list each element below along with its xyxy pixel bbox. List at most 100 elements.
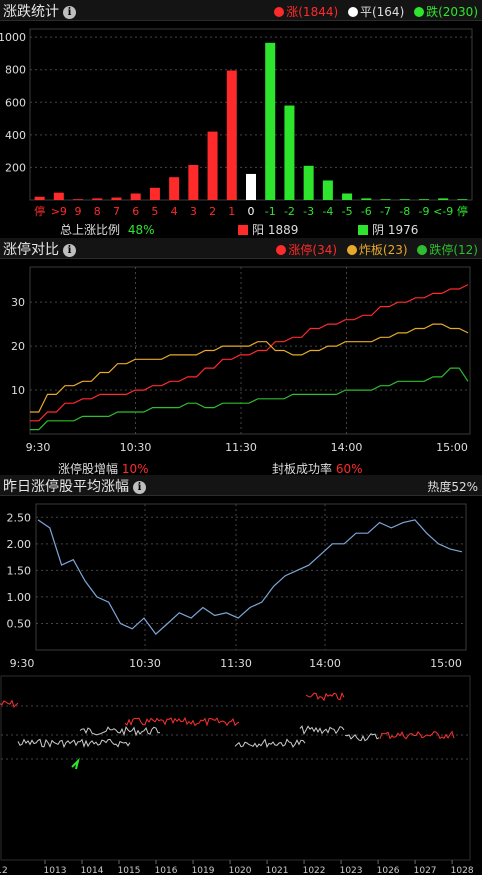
bar — [188, 164, 199, 200]
spark-segment — [0, 699, 19, 709]
bar — [207, 131, 218, 200]
x-tick-label: 10:30 — [120, 441, 152, 454]
x-tick-label: -2 — [284, 205, 295, 218]
date-tick-label: 1020 — [229, 866, 252, 875]
x-tick-label: 14:00 — [309, 657, 341, 670]
panel-title: 涨跌统计 — [3, 4, 59, 20]
series-line-zt — [30, 284, 469, 422]
bar — [34, 196, 45, 200]
date-tick-label: 1019 — [192, 866, 215, 875]
x-tick-label: 9:30 — [10, 657, 35, 670]
x-tick-label: >9 — [51, 205, 67, 218]
spark-segment — [124, 716, 240, 727]
x-tick-label: <-9 — [433, 205, 453, 218]
x-tick-label: -8 — [399, 205, 410, 218]
plot-frame — [35, 503, 467, 651]
bar — [92, 198, 103, 200]
limitup-line-chart: 10 20 30 9:30 10:30 11:30 14:00 15:00 — [11, 266, 471, 454]
y-tick-label: 1.50 — [7, 564, 32, 577]
bar — [73, 199, 84, 200]
date-tick-label: 1026 — [377, 866, 400, 875]
bar — [284, 105, 295, 200]
spark-segment — [17, 738, 131, 749]
bar — [111, 197, 122, 200]
x-tick-label: 15:00 — [436, 441, 468, 454]
series-line-avg — [37, 519, 463, 635]
yang-label: 阳 1889 — [252, 223, 299, 237]
y-tick-label: 20 — [11, 340, 25, 353]
y-tick-label: 1000 — [0, 31, 26, 44]
yin-square — [358, 225, 368, 235]
stat-seal-rate: 封板成功率 60% — [272, 460, 363, 477]
x-tick-label: 5 — [151, 205, 158, 218]
x-tick-label: -3 — [303, 205, 314, 218]
y-tick-label: 30 — [11, 296, 25, 309]
ratio-row: 总上涨比例 48% — [60, 221, 155, 238]
multi-day-sparkline: 12 1013 1014 1015 1016 1019 1020 1021 1022 1023 10… — [0, 675, 474, 875]
x-tick-label: 14:00 — [331, 441, 363, 454]
date-tick-label: 1028 — [451, 866, 474, 875]
ratio-value: 48% — [127, 223, 155, 237]
spark-segment — [79, 725, 161, 737]
y-tick-label: 200 — [5, 161, 26, 174]
y-tick-label: 2.50 — [7, 511, 32, 524]
heat-value: 热度52% — [427, 480, 478, 494]
x-tick-label: 停 — [457, 204, 468, 218]
bar — [380, 199, 391, 200]
spark-segment — [305, 691, 345, 702]
yang-square — [238, 225, 248, 235]
bar — [149, 187, 160, 200]
date-tick-label: 1013 — [44, 866, 67, 875]
legend-zt-label: 涨停(34) — [288, 243, 338, 257]
panel-header-limitup: 涨停对比 i 涨停(34) 炸板(23) 跌停(12) — [0, 238, 482, 259]
date-tick-label: 1015 — [118, 866, 141, 875]
series-line-zb — [30, 323, 469, 413]
panel-title: 涨停对比 — [3, 242, 59, 258]
bar — [226, 70, 237, 201]
info-icon[interactable]: i — [63, 244, 76, 257]
spark-segment — [344, 733, 380, 742]
x-tick-label: 6 — [132, 205, 139, 218]
x-tick-label: 停 — [34, 204, 45, 218]
bar — [438, 198, 449, 200]
legend-flat-label: 平(164) — [359, 5, 405, 19]
stat-growth-label: 涨停股增幅 — [58, 462, 119, 476]
spark-marker — [71, 757, 80, 770]
spark-segment — [379, 730, 455, 740]
x-tick-label: 11:30 — [220, 657, 252, 670]
yang-count: 阳 1889 — [238, 221, 298, 238]
info-icon[interactable]: i — [133, 481, 146, 494]
bar — [399, 199, 410, 200]
date-tick-label: 1027 — [414, 866, 437, 875]
date-tick-label: 1023 — [340, 866, 363, 875]
legend-dot-zt — [276, 245, 287, 255]
y-tick-label: 400 — [5, 129, 26, 142]
y-tick-label: 2.00 — [7, 538, 32, 551]
series-line-dt — [30, 367, 469, 431]
panel-header-updown: 涨跌统计 i 涨(1844) 平(164) 跌(2030) — [0, 0, 482, 21]
date-tick-label: 12 — [0, 866, 8, 875]
stat-growth: 涨停股增幅 10% — [58, 460, 149, 477]
date-tick-label: 1016 — [155, 866, 178, 875]
yin-count: 阴 1976 — [358, 221, 418, 238]
bar — [322, 180, 333, 200]
info-icon[interactable]: i — [63, 6, 76, 19]
legend-dot-dt — [417, 245, 428, 255]
spark-segment — [299, 725, 345, 736]
bar — [342, 193, 353, 200]
x-tick-label: 11:30 — [225, 441, 257, 454]
legend-dt-label: 跌停(12) — [429, 243, 478, 257]
date-tick-label: 1022 — [303, 866, 326, 875]
x-tick-label: -1 — [265, 205, 276, 218]
legend-dot-flat — [347, 7, 358, 17]
x-tick-label: 2 — [209, 205, 216, 218]
yin-label: 阴 1976 — [372, 223, 419, 237]
y-tick-label: 600 — [5, 96, 26, 109]
y-tick-label: 0.50 — [7, 617, 32, 630]
x-tick-label: 7 — [113, 205, 120, 218]
x-tick-label: 9 — [75, 205, 82, 218]
date-tick-label: 1021 — [266, 866, 289, 875]
stat-seal-value: 60% — [335, 462, 363, 476]
x-tick-label: 1 — [228, 205, 235, 218]
